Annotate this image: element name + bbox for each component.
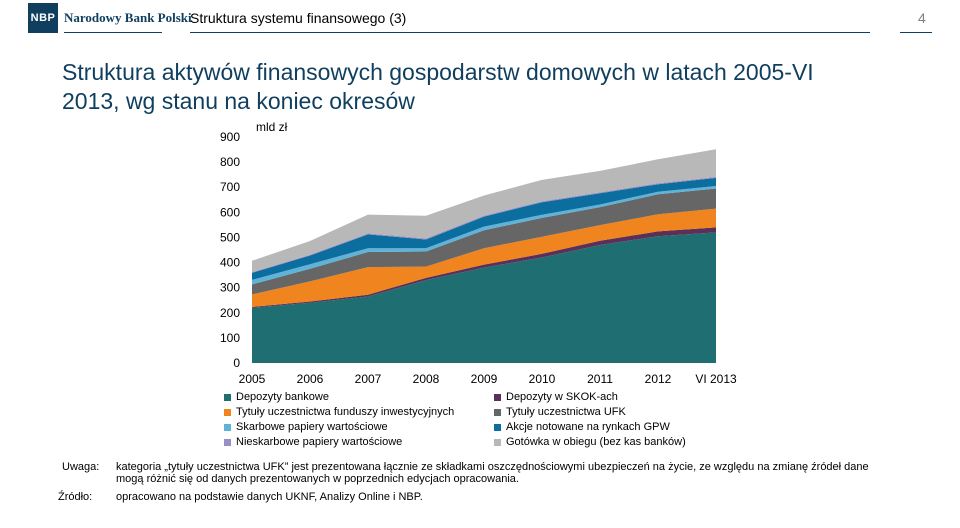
- legend-swatch: [224, 423, 231, 431]
- legend-label: Akcje notowane na rynkach GPW: [506, 421, 670, 433]
- y-tick-label: 500: [220, 230, 240, 244]
- bank-name: Narodowy Bank Polski: [64, 10, 192, 25]
- area-series-5: [252, 177, 716, 280]
- legend-label: Gotówka w obiegu (bez kas banków): [506, 436, 686, 448]
- y-tick-label: 300: [220, 281, 240, 295]
- y-tick-label: 0: [233, 356, 240, 370]
- x-tick-label: 2011: [587, 372, 613, 386]
- slide-header-title: Struktura systemu finansowego (3): [190, 10, 407, 26]
- legend-label: Tytuły uczestnictwa funduszy inwestycyjn…: [236, 406, 455, 418]
- y-tick-label: 900: [220, 130, 240, 144]
- legend-label: Skarbowe papiery wartościowe: [236, 421, 388, 433]
- x-tick-label: 2009: [471, 372, 498, 386]
- y-tick-label: 800: [220, 155, 240, 169]
- legend-swatch: [224, 408, 231, 416]
- legend-item: Nieskarbowe papiery wartościowe: [224, 436, 402, 448]
- x-tick-label: 2007: [355, 372, 382, 386]
- x-tick-label: 2006: [297, 372, 324, 386]
- legend-item: Gotówka w obiegu (bez kas banków): [494, 436, 686, 448]
- logo-text: NBP: [30, 12, 56, 24]
- legend-swatch: [494, 423, 501, 431]
- slide-title: Struktura aktywów finansowych gospodarst…: [62, 59, 814, 114]
- legend-swatch: [224, 438, 231, 446]
- x-tick-label: 2012: [645, 372, 672, 386]
- x-tick-label: 2010: [529, 372, 556, 386]
- header-divider: [190, 32, 870, 33]
- area-series-0: [252, 232, 716, 363]
- legend-swatch: [494, 393, 501, 401]
- y-tick-label: 100: [220, 331, 240, 345]
- y-tick-label: 700: [220, 180, 240, 194]
- chart-areas: [252, 149, 716, 363]
- source-text: opracowano na podstawie danych UKNF, Ana…: [116, 491, 423, 503]
- legend-item: Tytuły uczestnictwa UFK: [494, 406, 626, 418]
- legend-label: Nieskarbowe papiery wartościowe: [236, 436, 403, 448]
- x-tick-label: 2008: [413, 372, 440, 386]
- area-series-3: [252, 188, 716, 295]
- y-tick-label: 600: [220, 205, 240, 219]
- slide-header: NBP Narodowy Bank Polski Struktura syste…: [0, 0, 960, 34]
- legend-label: Depozyty w SKOK-ach: [506, 391, 618, 403]
- y-tick-label: 400: [220, 256, 240, 270]
- legend-swatch: [224, 393, 231, 401]
- x-tick-label: 2005: [239, 372, 266, 386]
- y-tick-label: 200: [220, 306, 240, 320]
- legend-label: Tytuły uczestnictwa UFK: [506, 406, 626, 418]
- page-number-divider: [900, 32, 932, 33]
- legend-item: Tytuły uczestnictwa funduszy inwestycyjn…: [224, 406, 454, 418]
- nbp-logo: NBP: [28, 3, 58, 33]
- legend-swatch: [494, 438, 501, 446]
- legend-item: Akcje notowane na rynkach GPW: [494, 421, 670, 433]
- legend-swatch: [494, 408, 501, 416]
- area-series-2: [252, 208, 716, 307]
- x-tick-label: VI 2013: [695, 372, 737, 386]
- legend-item: Depozyty bankowe: [224, 391, 329, 403]
- y-unit-label: mld zł: [256, 120, 288, 134]
- legend-item: Depozyty w SKOK-ach: [494, 391, 618, 403]
- bank-name-underline: [64, 32, 162, 33]
- remark-text: kategoria „tytuły uczestnictwa UFK” jest…: [116, 461, 869, 485]
- page-number: 4: [918, 10, 926, 26]
- legend-label: Depozyty bankowe: [236, 391, 329, 403]
- remark-label: Uwaga:: [62, 461, 100, 473]
- legend-item: Skarbowe papiery wartościowe: [224, 421, 388, 433]
- chart-axes: 0 100 200 300 400 500 600 700 800 900 mld zł 2005 20…: [220, 120, 737, 386]
- area-series-7: [252, 149, 716, 273]
- area-series-1: [252, 227, 716, 308]
- source-label: Źródło:: [58, 491, 93, 503]
